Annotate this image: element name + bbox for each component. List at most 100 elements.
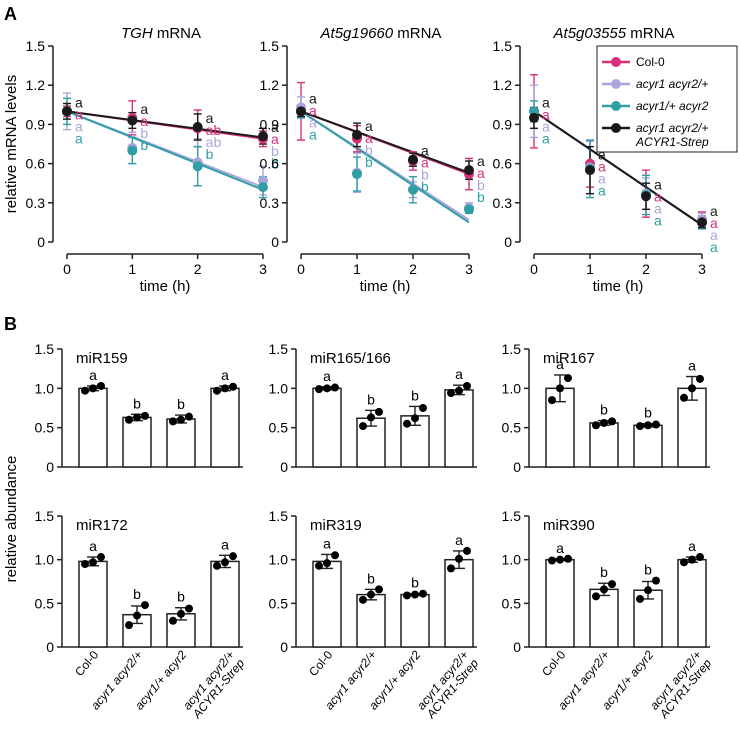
data-point	[408, 184, 418, 195]
y-axis-label: relative mRNA levels	[3, 75, 20, 213]
significance-letter: b	[177, 589, 185, 605]
y-tick-label: 1.5	[269, 341, 289, 357]
category-label: Col-0	[72, 648, 101, 679]
y-tick-label: 0.5	[269, 420, 289, 436]
y-tick-label: 0.9	[260, 116, 280, 132]
replicate-point	[608, 417, 616, 426]
data-point	[464, 165, 474, 176]
significance-letter: b	[644, 405, 652, 421]
replicate-point	[696, 553, 704, 562]
bar	[210, 560, 240, 648]
significance-letter: a	[598, 171, 606, 187]
data-point	[529, 112, 539, 123]
y-tick-label: 0	[513, 459, 521, 475]
x-axis-label: time (h)	[593, 278, 644, 295]
replicate-point	[97, 553, 105, 562]
bar	[312, 387, 342, 468]
bar	[545, 558, 575, 648]
replicate-point	[636, 594, 644, 603]
replicate-point	[229, 552, 237, 561]
replicate-point	[185, 412, 193, 421]
significance-letter: ab	[206, 122, 222, 138]
data-point	[62, 106, 72, 117]
significance-letter: b	[477, 177, 485, 193]
chart-title-suffix: mRNA	[393, 25, 441, 42]
significance-letter: a	[710, 215, 718, 231]
chart-title: At5g03555 mRNA	[553, 25, 675, 42]
chart-title: TGH mRNA	[121, 25, 201, 42]
replicate-point	[564, 554, 572, 563]
replicate-point	[556, 384, 564, 393]
replicate-point	[315, 561, 323, 570]
replicate-point	[592, 592, 600, 601]
significance-letter: a	[654, 201, 662, 217]
replicate-point	[221, 384, 229, 393]
data-point	[127, 115, 138, 126]
significance-letter: a	[598, 183, 606, 199]
replicate-point	[447, 389, 455, 398]
x-tick-label: 1	[586, 261, 594, 277]
data-point	[258, 131, 268, 142]
replicate-point	[367, 413, 375, 422]
y-tick-label: 0	[504, 234, 512, 250]
significance-letter: a	[365, 118, 373, 134]
replicate-point	[564, 374, 572, 383]
y-tick-label: 1.0	[502, 380, 522, 396]
category-label: acyr1 acyr2/+ACYR1-Strep	[646, 648, 714, 722]
bar	[78, 387, 108, 468]
replicate-point	[600, 585, 608, 594]
replicate-point	[600, 418, 608, 427]
data-point	[192, 161, 203, 172]
line-chart-1: TGH mRNA 0 0.3 0.6 0.9 1.2 1.5 0 1 2 3 time (h) rela…	[3, 25, 279, 295]
replicate-point	[185, 604, 193, 613]
fit-line	[533, 110, 703, 226]
y-tick-label: 0	[46, 459, 54, 475]
x-axis-label: time (h)	[360, 278, 411, 295]
significance-letter: a	[309, 126, 317, 142]
replicate-point	[411, 414, 419, 423]
bar	[633, 424, 663, 468]
significance-letter: b	[133, 395, 141, 411]
replicate-point	[644, 586, 652, 595]
significance-letter: a	[455, 366, 463, 382]
data-point	[352, 169, 362, 180]
significance-letter: b	[177, 396, 185, 412]
significance-letter: a	[221, 367, 229, 383]
fit-line	[300, 110, 470, 224]
replicate-point	[419, 589, 427, 598]
significance-letter: b	[140, 137, 148, 153]
replicate-point	[323, 384, 331, 393]
bar	[166, 418, 196, 468]
replicate-point	[331, 551, 339, 560]
bar	[312, 560, 342, 648]
y-tick-label: 1.5	[502, 508, 522, 524]
data-point	[408, 154, 418, 165]
significance-letter: a	[309, 102, 317, 118]
x-tick-label: 2	[194, 261, 202, 277]
y-tick-label: 1.5	[269, 508, 289, 524]
replicate-point	[359, 422, 367, 431]
significance-letter: b	[411, 575, 419, 591]
bar	[444, 389, 474, 468]
replicate-point	[221, 558, 229, 567]
y-tick-label: 0	[46, 639, 54, 655]
chart-title-gene: At5g19660	[320, 25, 394, 42]
y-tick-label: 1.0	[269, 552, 289, 568]
y-tick-label: 1.5	[35, 508, 55, 524]
chart-title: miR165/166	[310, 350, 391, 367]
significance-letter: a	[455, 532, 463, 548]
chart-title-gene: TGH	[121, 25, 153, 42]
y-tick-label: 0.5	[502, 595, 522, 611]
replicate-point	[89, 558, 97, 567]
significance-letter: a	[542, 130, 550, 146]
y-tick-label: 0.3	[260, 195, 280, 211]
y-tick-label: 1.2	[260, 77, 280, 93]
x-tick-label: 2	[642, 261, 650, 277]
category-label: acyr1 acyr2/+ACYR1-Strep	[179, 648, 247, 722]
y-tick-label: 0.9	[26, 116, 46, 132]
category-label: acyr1 acyr2/+ACYR1-Strep	[413, 648, 481, 722]
replicate-point	[403, 591, 411, 600]
replicate-point	[213, 561, 221, 570]
fit-line	[66, 110, 264, 191]
